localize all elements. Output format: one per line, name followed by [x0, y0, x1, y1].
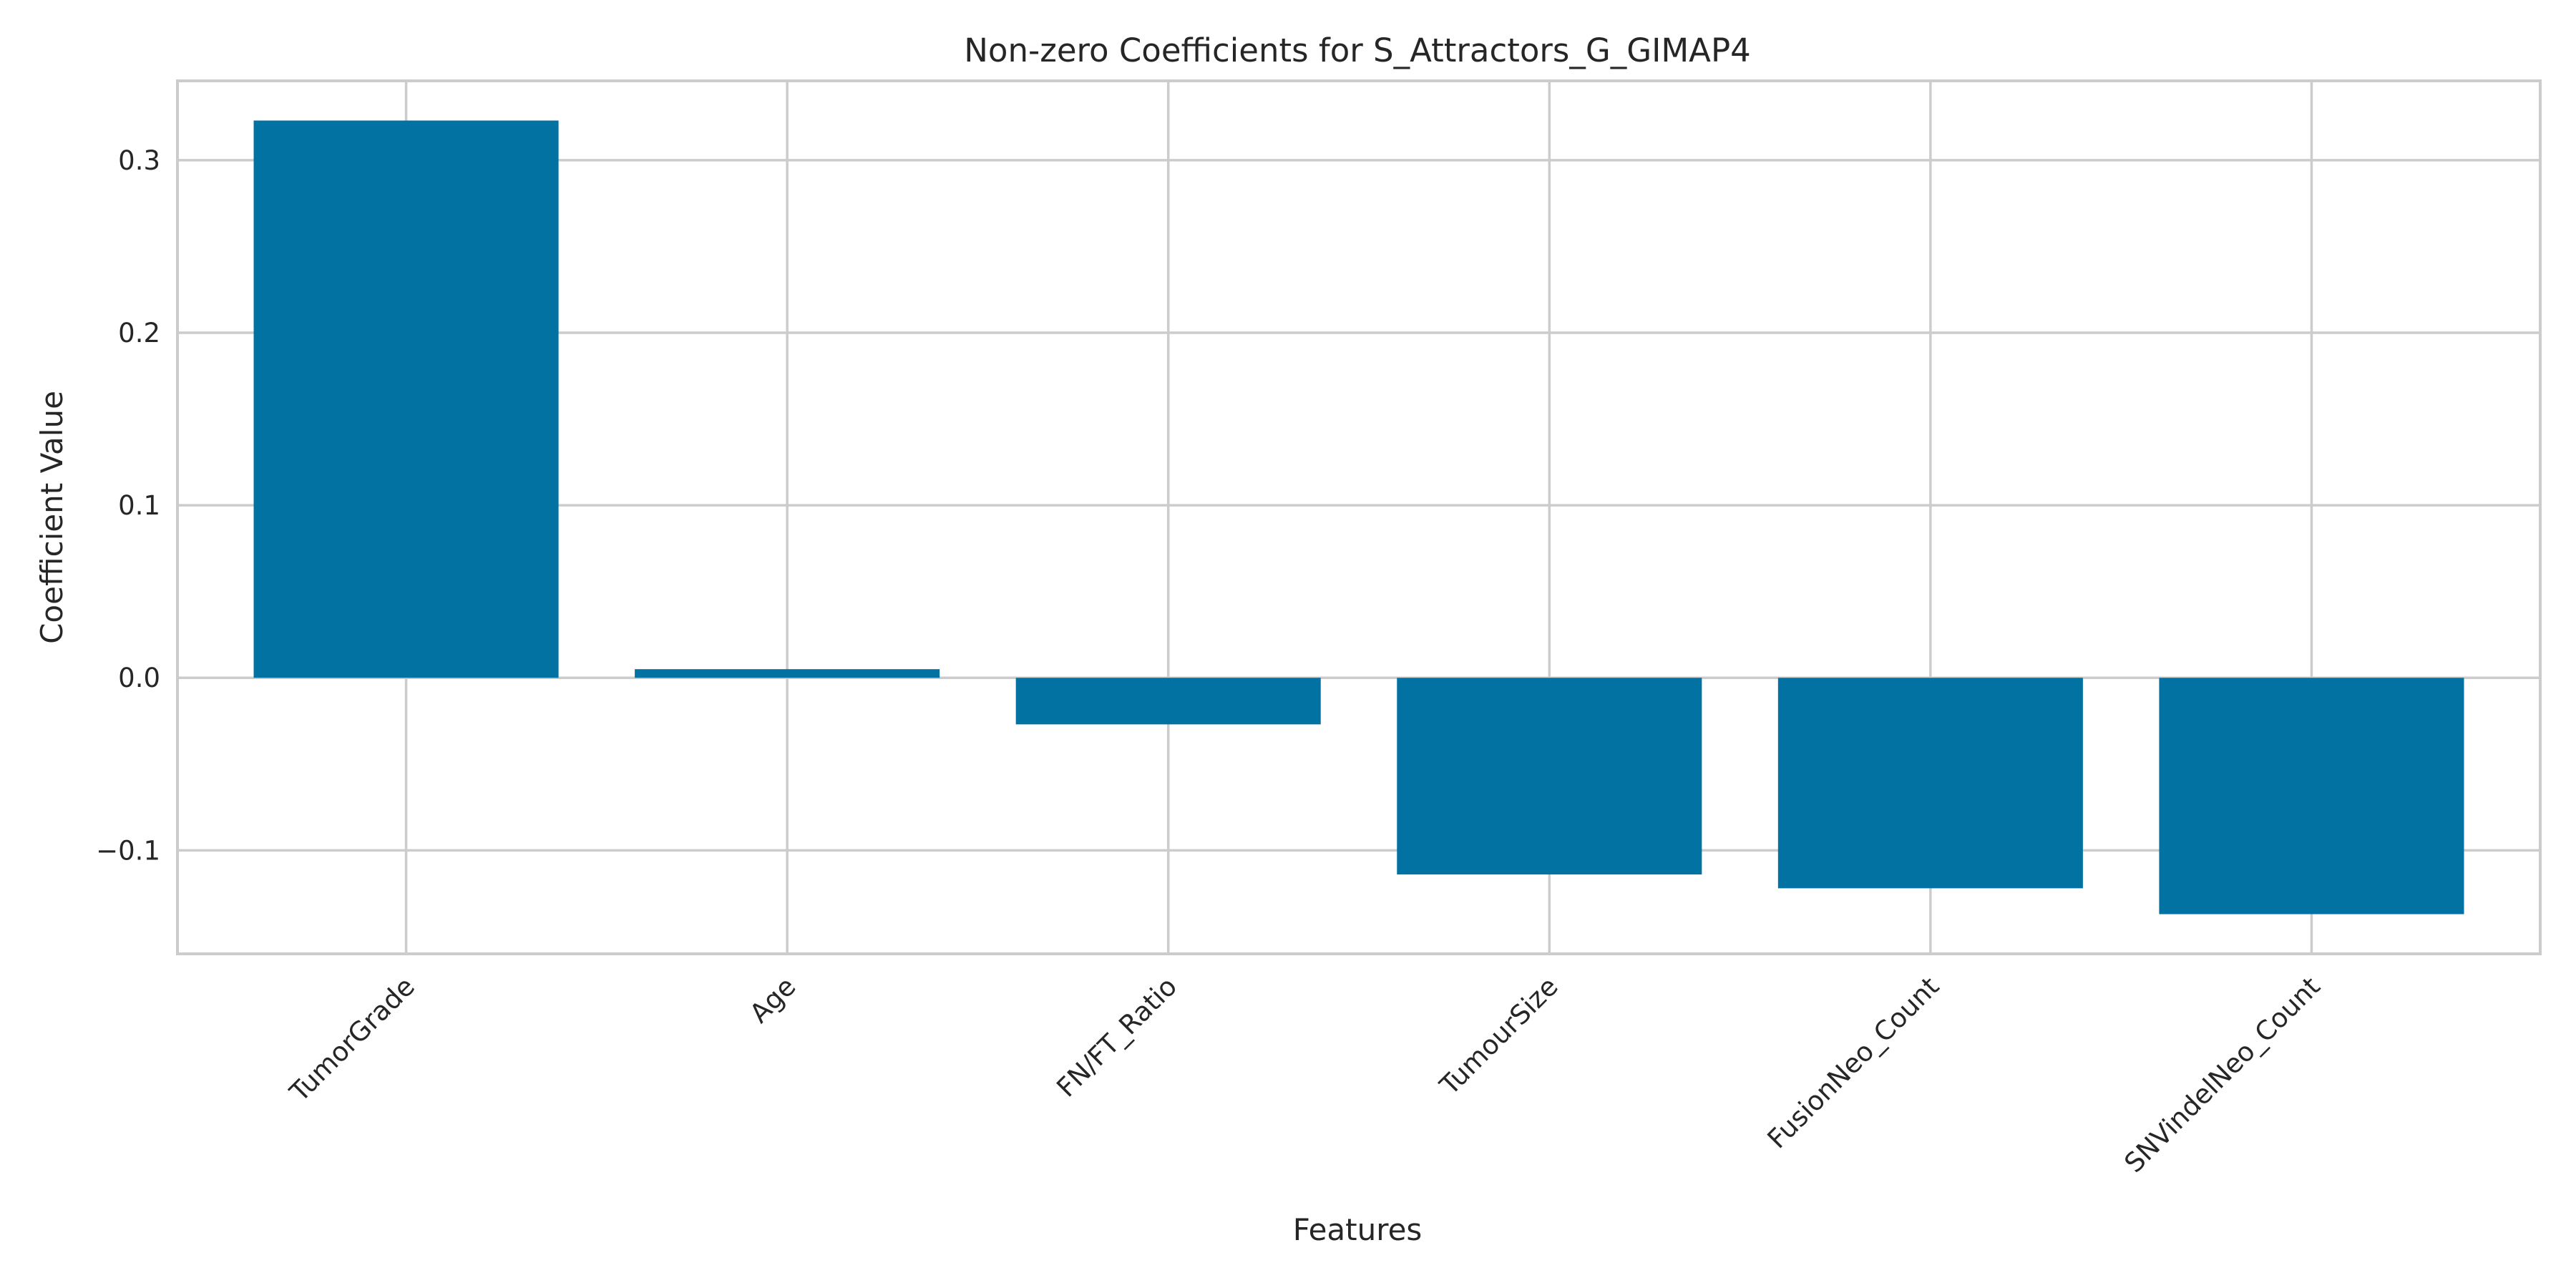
chart-title: Non-zero Coefficients for S_Attractors_G… [964, 31, 1750, 69]
bar [253, 120, 559, 678]
y-axis-label: Coefficient Value [34, 391, 69, 644]
bar [1397, 678, 1702, 875]
y-tick-label: 0.1 [118, 490, 160, 521]
bar [635, 669, 940, 678]
bar [1015, 678, 1321, 725]
y-tick-label: −0.1 [96, 835, 160, 866]
x-axis-label: Features [1293, 1212, 1423, 1247]
y-tick-label: 0.2 [118, 318, 160, 348]
bar [1777, 678, 2083, 889]
bar [2159, 678, 2464, 914]
y-tick-label: 0.3 [118, 145, 160, 176]
bars [253, 120, 2464, 914]
plot-frame [176, 79, 2542, 955]
y-tick-label: 0.0 [118, 663, 160, 693]
